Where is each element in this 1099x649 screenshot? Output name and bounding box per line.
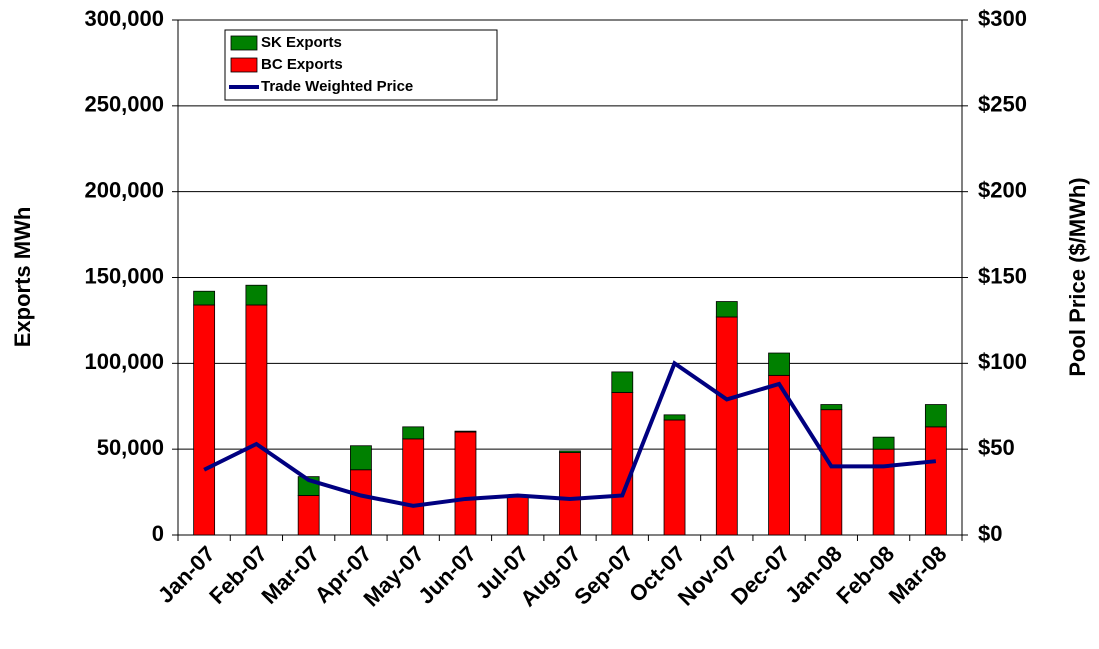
bar-segment: [872, 448, 895, 536]
legend-label: Trade Weighted Price: [261, 78, 413, 95]
y2-tick-label: $0: [978, 521, 1002, 546]
x-tick-label: Jun-07: [413, 541, 481, 609]
bar-segment: [715, 316, 738, 536]
bar-segment: [193, 290, 216, 306]
bar-segment: [768, 374, 790, 536]
y-tick-label: 300,000: [84, 6, 164, 31]
bar-segment: [820, 409, 843, 536]
y-axis-title: Exports MWh: [10, 207, 35, 348]
x-tick-label: Feb-07: [204, 541, 272, 609]
x-tick-label: Mar-08: [884, 541, 952, 609]
legend-box: [224, 29, 498, 101]
x-tick-label: Feb-08: [831, 541, 899, 609]
y2-axis-title: Pool Price ($/MWh): [1065, 177, 1090, 376]
y2-tick-label: $200: [978, 177, 1027, 202]
y2-tick-label: $150: [978, 263, 1027, 288]
y-tick-label: 250,000: [84, 92, 164, 117]
bar-segment: [193, 304, 216, 536]
x-tick-label: Nov-07: [673, 541, 743, 611]
y2-tick-label: $50: [978, 435, 1015, 460]
bar-segment: [506, 495, 529, 536]
bar-segment: [768, 352, 790, 376]
y2-tick-label: $250: [978, 92, 1027, 117]
bar-segment: [350, 469, 372, 536]
bar-segment: [245, 284, 268, 306]
x-tick-label: Dec-07: [726, 541, 795, 610]
legend-label: SK Exports: [261, 34, 342, 51]
legend-swatch: [230, 35, 258, 51]
bar-segment: [715, 301, 738, 318]
y-tick-label: 0: [152, 521, 164, 546]
x-tick-label: Mar-07: [256, 541, 324, 609]
bar-segment: [402, 426, 425, 440]
bar-segment: [245, 304, 268, 536]
y-tick-label: 200,000: [84, 177, 164, 202]
bar-segment: [454, 431, 477, 536]
price-line: [203, 360, 937, 508]
bar-segment: [350, 445, 372, 471]
legend-swatch: [230, 57, 258, 73]
y-tick-label: 100,000: [84, 349, 164, 374]
bar-segment: [924, 404, 947, 428]
bar-segment: [663, 419, 686, 536]
legend-label: BC Exports: [261, 56, 343, 73]
y2-tick-label: $100: [978, 349, 1027, 374]
y2-tick-label: $300: [978, 6, 1027, 31]
bar-segment: [297, 495, 320, 536]
bar-segment: [611, 392, 634, 536]
bar-segment: [454, 430, 477, 433]
y-tick-label: 150,000: [84, 263, 164, 288]
bar-segment: [872, 436, 895, 450]
bar-segment: [402, 438, 425, 536]
bar-segment: [820, 404, 843, 411]
y-tick-label: 50,000: [97, 435, 164, 460]
bar-segment: [663, 414, 686, 421]
bar-segment: [559, 450, 581, 453]
bar-segment: [559, 452, 581, 536]
bar-segment: [924, 426, 947, 536]
bar-segment: [611, 371, 634, 393]
x-tick-label: Sep-07: [569, 541, 638, 610]
